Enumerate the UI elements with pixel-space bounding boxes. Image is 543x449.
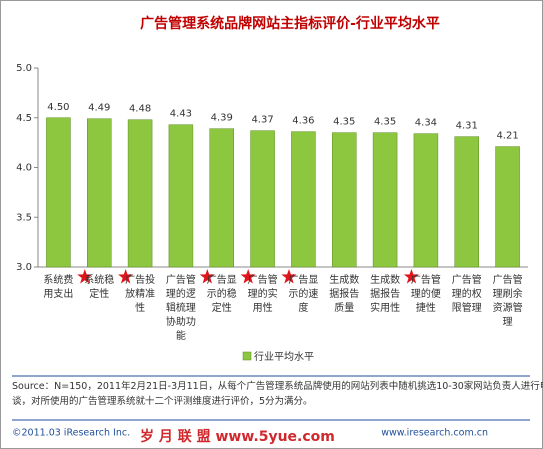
x-tick-label: 广告显示的稳定性 bbox=[207, 273, 237, 314]
legend-label: 行业平均水平 bbox=[254, 350, 314, 363]
legend-swatch bbox=[242, 351, 252, 361]
bar bbox=[372, 132, 398, 268]
website: www.iresearch.com.cn bbox=[381, 428, 488, 439]
x-tick-label: 广告显示的速度 bbox=[288, 273, 318, 314]
star bbox=[199, 269, 215, 284]
x-tick-label: 广告管理的逻辑梳理协助功能 bbox=[166, 273, 196, 342]
x-tick-label: 广告管理的权限管理 bbox=[452, 273, 482, 314]
value-label: 4.36 bbox=[292, 116, 314, 127]
x-tick-label: 生成数据报告质量 bbox=[329, 273, 359, 314]
star bbox=[118, 269, 134, 284]
value-label: 4.35 bbox=[374, 117, 396, 128]
value-label: 4.31 bbox=[456, 121, 478, 132]
x-tick-label: 生成数据报告实用性 bbox=[370, 273, 400, 314]
stars bbox=[77, 269, 420, 284]
bar bbox=[250, 130, 275, 268]
bar bbox=[332, 132, 357, 268]
y-tick-label: 3.0 bbox=[16, 262, 32, 273]
copyright: ©2011.03 iResearch Inc. bbox=[12, 428, 130, 439]
value-label: 4.49 bbox=[88, 103, 110, 114]
y-tick-label: 3.5 bbox=[16, 212, 32, 223]
watermark: 岁 月 联 盟 www.5yue.com bbox=[140, 428, 335, 445]
x-tick-label: 广告管理的便捷性 bbox=[411, 273, 441, 314]
bar bbox=[209, 128, 234, 268]
x-tick-label: 广告管理的实用性 bbox=[248, 273, 278, 314]
star bbox=[281, 269, 297, 284]
value-label: 4.43 bbox=[170, 109, 192, 120]
value-label: 4.21 bbox=[496, 131, 518, 142]
bar bbox=[87, 118, 112, 268]
bar bbox=[168, 124, 194, 268]
bar bbox=[454, 136, 479, 268]
star bbox=[77, 269, 93, 284]
value-label: 4.35 bbox=[333, 117, 355, 128]
x-tick-label: 系统稳定性 bbox=[84, 273, 114, 300]
value-label: 4.37 bbox=[251, 115, 273, 126]
source-note: Source：N=150，2011年2月21日-3月11日，从每个广告管理系统品… bbox=[12, 380, 543, 407]
x-tick-label: 广告管理刷余资源管理 bbox=[493, 273, 523, 328]
bar bbox=[413, 133, 439, 268]
star bbox=[403, 269, 420, 284]
value-label: 4.50 bbox=[47, 102, 69, 113]
value-label: 4.39 bbox=[211, 113, 233, 124]
value-label: 4.34 bbox=[415, 118, 437, 129]
bar bbox=[46, 117, 71, 268]
value-label: 4.48 bbox=[129, 104, 151, 115]
y-tick-label: 5.0 bbox=[16, 63, 32, 74]
bar bbox=[495, 146, 520, 268]
star bbox=[240, 269, 256, 284]
chart-title: 广告管理系统品牌网站主指标评价-行业平均水平 bbox=[140, 15, 440, 32]
x-tick-label: 广告投放精准性 bbox=[125, 273, 155, 314]
y-tick-label: 4.0 bbox=[16, 163, 32, 174]
bar bbox=[127, 119, 153, 268]
x-tick-label: 系统费用支出 bbox=[43, 273, 73, 300]
bar bbox=[291, 131, 316, 268]
y-tick-label: 4.5 bbox=[16, 113, 32, 124]
